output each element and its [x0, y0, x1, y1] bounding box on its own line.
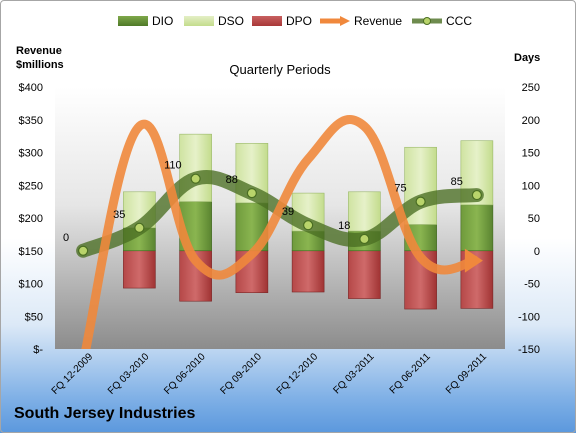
legend-swatch-ccc — [412, 17, 442, 25]
legend-label-revenue: Revenue — [354, 14, 403, 28]
category-label: FQ 09-2010 — [218, 351, 264, 397]
revenue-series-line — [81, 115, 478, 349]
ccc-data-label: 39 — [282, 206, 294, 218]
left-tick-label: $- — [33, 344, 43, 356]
ccc-points — [78, 173, 482, 256]
ccc-data-label: 35 — [113, 209, 125, 221]
legend-label-dio: DIO — [152, 14, 174, 28]
left-tick-label: $100 — [19, 279, 43, 291]
right-tick-label: -100 — [518, 311, 540, 323]
left-tick-label: $350 — [19, 115, 43, 127]
category-label: FQ 06-2010 — [162, 351, 208, 397]
right-axis-ticks: 250 200 150 100 50 0 -50 -100 -150 — [518, 82, 540, 356]
left-axis-ticks: $400 $350 $300 $250 $200 $150 $100 $50 $- — [19, 82, 44, 356]
legend-item-revenue: Revenue — [320, 14, 402, 28]
legend-swatch-dso — [184, 16, 214, 26]
right-tick-label: 100 — [522, 180, 540, 192]
ccc-point — [78, 245, 89, 256]
legend-swatch-revenue — [320, 16, 350, 26]
legend-item-dso: DSO — [184, 14, 244, 28]
data-labels: 0 35 110 88 39 18 75 85 — [63, 160, 463, 244]
category-label: FQ 12-2009 — [50, 351, 96, 397]
legend-label-ccc: CCC — [446, 14, 472, 28]
legend-label-dpo: DPO — [286, 14, 313, 28]
category-labels: FQ 12-2009 FQ 03-2010 FQ 06-2010 FQ 09-2010… — [50, 351, 490, 397]
legend-item-dio: DIO — [118, 14, 173, 28]
dso-bar — [348, 191, 381, 232]
chart-title: Quarterly Periods — [229, 62, 331, 77]
ccc-data-label: 110 — [164, 160, 182, 172]
left-tick-label: $200 — [19, 213, 43, 225]
ccc-point — [303, 220, 314, 231]
right-tick-label: -50 — [524, 279, 540, 291]
right-tick-label: 250 — [522, 82, 540, 94]
left-tick-label: $50 — [25, 311, 43, 323]
left-axis-title-line-2: $millions — [16, 59, 64, 71]
left-tick-label: $400 — [19, 82, 43, 94]
left-axis-title: Revenue $millions — [16, 44, 64, 72]
right-tick-label: 200 — [522, 115, 540, 127]
ccc-point — [190, 173, 201, 184]
category-label: FQ 06-2011 — [388, 351, 433, 396]
legend-label-dso: DSO — [218, 14, 245, 28]
company-name: South Jersey Industries — [14, 405, 196, 422]
revenue-line — [81, 115, 483, 349]
ccc-data-label: 0 — [63, 232, 69, 244]
ccc-data-label: 75 — [394, 183, 406, 195]
ccc-point — [415, 196, 426, 207]
dpo-bar — [348, 250, 381, 299]
left-axis-title-line-1: Revenue — [16, 45, 62, 57]
revenue-arrowhead — [464, 248, 483, 273]
right-tick-label: -150 — [518, 344, 540, 356]
dpo-bar — [123, 250, 156, 289]
category-label: FQ 03-2010 — [106, 351, 152, 397]
ccc-data-label: 88 — [226, 174, 238, 186]
left-tick-label: $150 — [19, 246, 43, 258]
category-label: FQ 03-2011 — [332, 351, 377, 396]
right-tick-label: 50 — [528, 213, 540, 225]
dpo-bar — [291, 250, 325, 293]
ccc-point — [359, 233, 370, 245]
right-axis-title: Days — [514, 52, 541, 64]
category-label: FQ 09-2011 — [444, 351, 489, 396]
left-tick-label: $250 — [19, 180, 43, 192]
ccc-point — [471, 189, 482, 201]
ccc-data-label: 85 — [451, 176, 463, 188]
left-tick-label: $300 — [19, 148, 43, 160]
ccc-point — [134, 222, 145, 233]
legend-item-dpo: DPO — [252, 14, 312, 28]
bars — [123, 133, 494, 310]
dio-bar — [460, 204, 494, 252]
right-tick-label: 0 — [534, 246, 540, 258]
legend-item-ccc: CCC — [412, 14, 472, 28]
category-label: FQ 12-2010 — [275, 351, 321, 397]
right-tick-label: 150 — [522, 148, 540, 160]
legend-swatch-dpo — [252, 16, 282, 26]
ccc-point — [246, 188, 257, 199]
legend-swatch-dio — [118, 16, 148, 26]
legend: DIO DSO DPO Revenue CCC — [0, 14, 576, 34]
ccc-data-label: 18 — [338, 220, 350, 232]
